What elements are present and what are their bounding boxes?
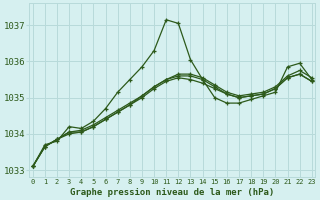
X-axis label: Graphe pression niveau de la mer (hPa): Graphe pression niveau de la mer (hPa) (70, 188, 275, 197)
